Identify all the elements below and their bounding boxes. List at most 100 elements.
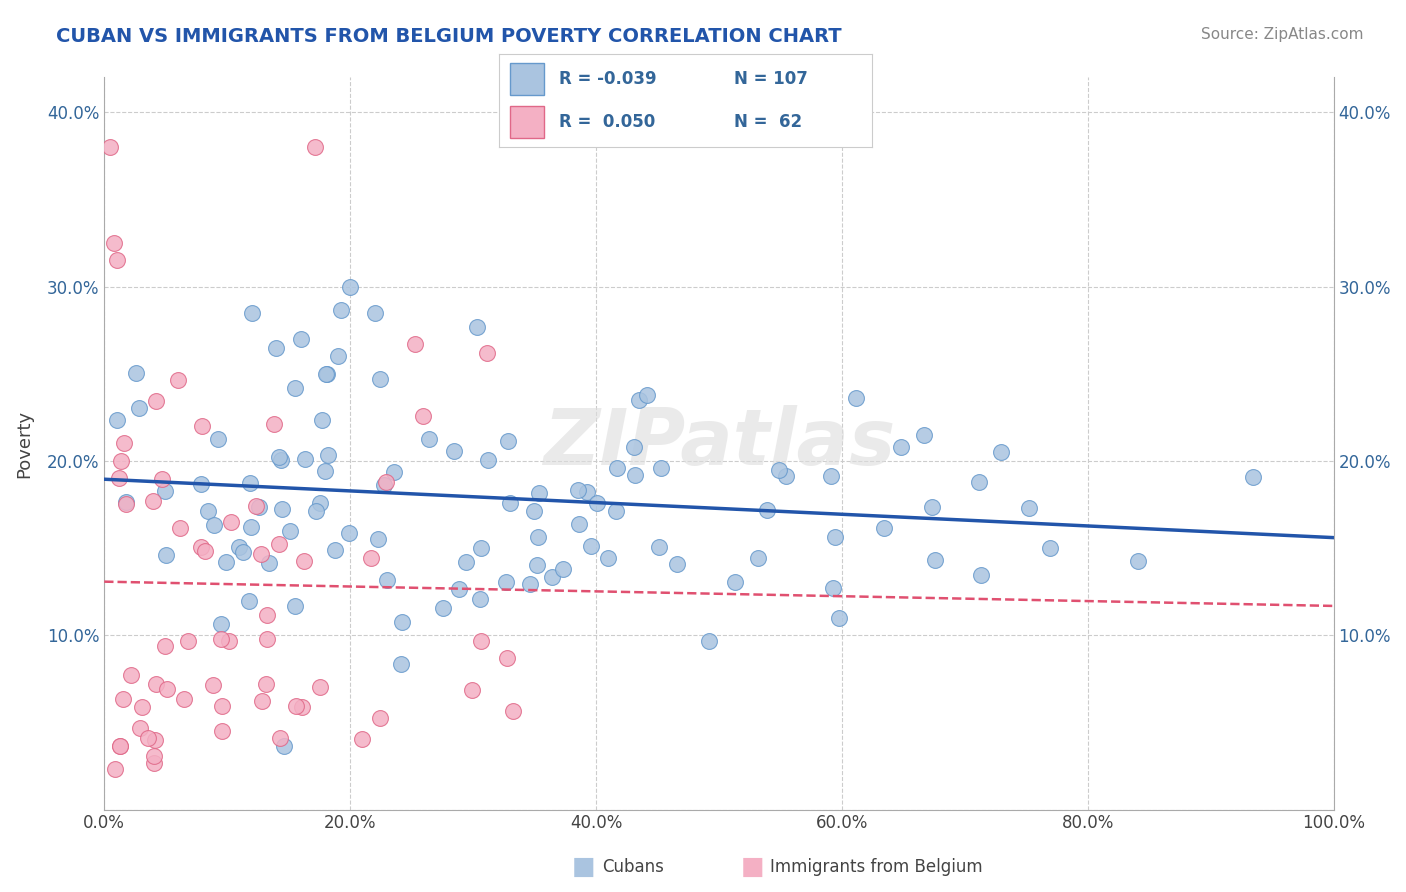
Point <box>269 450 291 464</box>
Point <box>142 756 165 771</box>
Point <box>314 464 336 478</box>
Point <box>150 472 173 486</box>
Point <box>470 634 492 648</box>
Point <box>519 577 541 591</box>
Point <box>291 699 314 714</box>
Point <box>211 723 233 738</box>
Point <box>465 319 488 334</box>
Point <box>252 693 274 707</box>
Point <box>1241 469 1264 483</box>
Point <box>470 591 492 606</box>
Point <box>215 555 238 569</box>
Point <box>568 517 591 532</box>
Point <box>145 394 167 409</box>
Point <box>173 691 195 706</box>
Text: ZIPatlas: ZIPatlas <box>543 406 896 482</box>
Point <box>105 253 128 268</box>
Point <box>460 682 482 697</box>
Point <box>382 465 405 479</box>
Text: N =  62: N = 62 <box>734 113 801 131</box>
Point <box>325 543 347 558</box>
Point <box>115 498 138 512</box>
Point <box>114 495 136 509</box>
Point <box>136 731 159 745</box>
Point <box>207 432 229 446</box>
Point <box>697 633 720 648</box>
Point <box>256 677 278 691</box>
Point <box>219 515 242 529</box>
Point <box>263 417 285 431</box>
Point <box>824 530 846 544</box>
Point <box>404 337 426 351</box>
Point <box>211 699 233 714</box>
Point <box>418 432 440 446</box>
Point <box>239 520 262 534</box>
Point <box>156 682 179 697</box>
Point <box>270 453 292 467</box>
Point <box>315 367 337 381</box>
Point <box>305 504 328 518</box>
Point <box>169 521 191 535</box>
Point <box>177 634 200 648</box>
Point <box>496 651 519 665</box>
Point <box>890 440 912 454</box>
Point <box>724 575 747 590</box>
Point <box>191 419 214 434</box>
Point <box>470 541 492 556</box>
Point <box>267 537 290 551</box>
Point <box>623 440 645 454</box>
Point <box>316 448 339 462</box>
Point <box>153 484 176 499</box>
Point <box>245 499 267 513</box>
Point <box>108 471 131 485</box>
Point <box>309 681 332 695</box>
Point <box>477 453 499 467</box>
Point <box>247 500 270 514</box>
Point <box>650 461 672 475</box>
Point <box>266 341 288 355</box>
Point <box>190 476 212 491</box>
Point <box>627 392 650 407</box>
Point <box>368 372 391 386</box>
Point <box>143 748 166 763</box>
Text: ■: ■ <box>572 855 595 879</box>
Point <box>586 496 609 510</box>
Point <box>1018 500 1040 515</box>
Text: R = -0.039: R = -0.039 <box>558 70 657 87</box>
Point <box>284 599 307 613</box>
Point <box>256 632 278 646</box>
Point <box>315 367 337 381</box>
Point <box>1039 541 1062 555</box>
Point <box>370 711 392 725</box>
Point <box>294 452 316 467</box>
Point <box>209 616 232 631</box>
Point <box>990 445 1012 459</box>
Point <box>270 502 292 516</box>
Point <box>108 739 131 754</box>
Point <box>190 540 212 554</box>
Point <box>747 551 769 566</box>
Point <box>239 476 262 491</box>
Point <box>110 454 132 468</box>
Point <box>820 468 842 483</box>
Point <box>496 434 519 448</box>
Point <box>606 461 628 475</box>
Point <box>128 401 150 415</box>
Point <box>311 413 333 427</box>
Point <box>142 494 165 508</box>
Point <box>443 444 465 458</box>
Point <box>367 533 389 547</box>
Point <box>665 557 688 571</box>
Text: R =  0.050: R = 0.050 <box>558 113 655 131</box>
Point <box>145 677 167 691</box>
Point <box>527 486 550 500</box>
Text: N = 107: N = 107 <box>734 70 807 87</box>
Point <box>120 668 142 682</box>
Point <box>309 496 332 510</box>
Point <box>576 485 599 500</box>
FancyBboxPatch shape <box>510 106 544 138</box>
Text: Cubans: Cubans <box>602 858 664 876</box>
Point <box>240 306 263 320</box>
Point <box>292 553 315 567</box>
Point <box>209 632 232 646</box>
